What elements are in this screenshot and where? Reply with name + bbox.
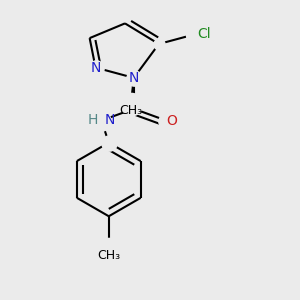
Text: CH₃: CH₃ [119, 104, 142, 117]
Text: CH₃: CH₃ [97, 249, 120, 262]
Text: N: N [129, 71, 139, 85]
Text: H: H [88, 113, 98, 127]
Text: N: N [104, 113, 115, 127]
Text: N: N [90, 61, 101, 75]
Text: O: O [166, 114, 177, 128]
Text: Cl: Cl [197, 27, 211, 41]
